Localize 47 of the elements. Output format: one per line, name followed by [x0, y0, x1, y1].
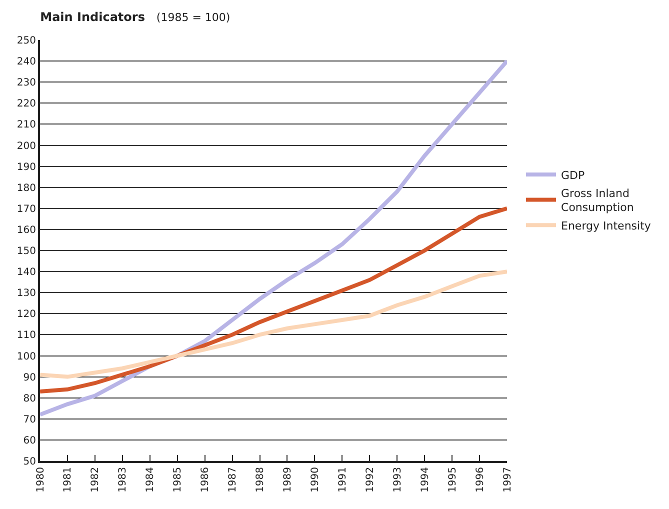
y-tick-label: 110	[16, 330, 36, 342]
x-tick-label: 1996	[474, 467, 486, 492]
x-tick-label: 1992	[364, 467, 376, 492]
x-tick-label: 1984	[145, 467, 156, 492]
y-tick-label: 70	[23, 414, 36, 426]
y-tick-label: 130	[16, 288, 36, 300]
y-tick-label: 100	[16, 351, 36, 362]
x-tick-label: 1985	[172, 467, 184, 492]
legend-label: GDP	[561, 168, 586, 182]
x-tick-label: 1981	[62, 467, 74, 492]
y-tick-label: 50	[23, 456, 36, 468]
x-tick-label: 1990	[310, 467, 321, 492]
x-tick-label: 1994	[420, 467, 431, 492]
x-tick-label: 1988	[255, 467, 266, 492]
line-series	[40, 59, 507, 417]
y-tick-label: 210	[16, 120, 36, 131]
x-tick-label: 1986	[200, 467, 212, 492]
line-series	[40, 270, 507, 379]
y-tick-label: 180	[16, 182, 36, 194]
x-tick-label: 1989	[282, 467, 294, 492]
chart-title: Main Indicators	[40, 10, 145, 24]
y-tick-label: 80	[23, 393, 36, 404]
x-tick-label: 1991	[337, 467, 348, 492]
x-tick-label: 1980	[35, 467, 46, 492]
legend-label: Energy Intensity	[561, 219, 652, 232]
x-tick-label: 1993	[392, 467, 404, 492]
y-tick-label: 230	[16, 78, 36, 89]
x-tick-label: 1983	[118, 467, 129, 492]
y-tick-label: 90	[23, 372, 36, 384]
x-tick-label: 1982	[90, 467, 102, 492]
y-tick-label: 150	[16, 246, 36, 257]
y-tick-label: 120	[16, 309, 36, 320]
legend-label: Gross Inland Consumption	[561, 186, 634, 214]
y-tick-label: 250	[16, 36, 36, 46]
y-tick-label: 220	[16, 98, 36, 110]
y-tick-label: 200	[16, 140, 36, 152]
y-tick-label: 60	[23, 435, 36, 446]
x-tick-label: 1987	[228, 467, 239, 492]
y-tick-label: 160	[16, 224, 36, 236]
chart-subtitle: (1985 = 100)	[156, 11, 230, 24]
y-tick-label: 240	[16, 56, 36, 68]
line-series	[40, 206, 507, 394]
x-tick-label: 1997	[502, 467, 514, 492]
y-tick-label: 170	[16, 204, 36, 215]
x-tick-label: 1995	[447, 467, 458, 492]
y-tick-label: 140	[16, 267, 36, 278]
y-tick-label: 190	[16, 162, 36, 173]
